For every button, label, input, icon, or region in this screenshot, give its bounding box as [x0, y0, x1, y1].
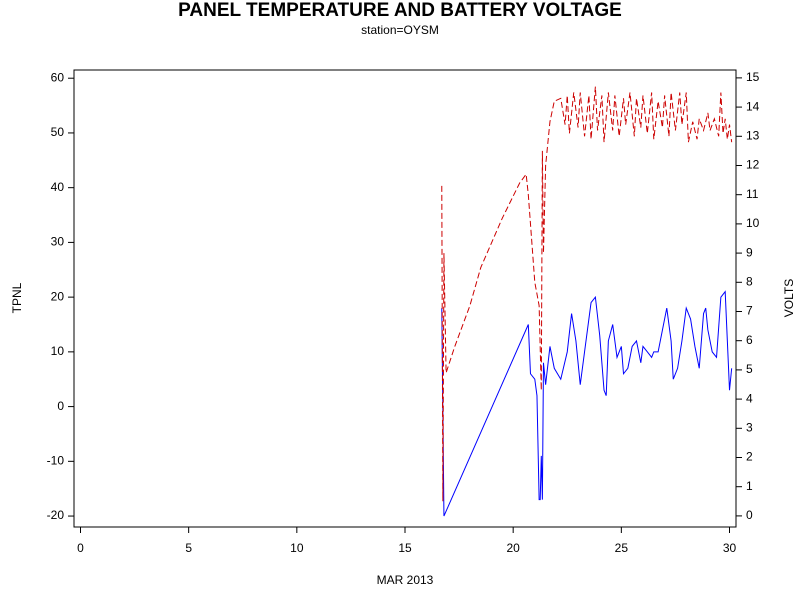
y-tick-label: 60 [51, 70, 65, 84]
y2-tick-label: 14 [746, 99, 760, 113]
y-tick-label: -10 [47, 453, 65, 467]
y2-tick-label: 1 [746, 479, 753, 493]
y-tick-label: 40 [51, 180, 65, 194]
x-tick-label: 25 [615, 541, 629, 555]
y2-tick-label: 6 [746, 333, 753, 347]
y2-tick-label: 3 [746, 420, 753, 434]
y-tick-label: 50 [51, 125, 65, 139]
y2-tick-label: 13 [746, 128, 760, 142]
y-tick-label: -20 [47, 508, 65, 522]
data-line [441, 290, 733, 517]
y2-tick-label: 11 [746, 187, 759, 201]
y2-axis-label: VOLTS [782, 279, 796, 317]
y-tick-label: 30 [51, 235, 65, 249]
y2-tick-label: 4 [746, 391, 753, 405]
y2-tick-label: 2 [746, 450, 753, 464]
chart-subtitle: station=OYSM [361, 23, 439, 37]
x-tick-label: 0 [77, 541, 84, 555]
y2-tick-label: 15 [746, 70, 760, 84]
y-tick-label: 10 [51, 344, 65, 358]
plot-frame [73, 69, 737, 528]
data-line [441, 86, 733, 502]
y2-tick-label: 0 [746, 508, 753, 522]
x-tick-label: 10 [290, 541, 304, 555]
x-tick-label: 15 [398, 541, 412, 555]
x-tick-label: 5 [185, 541, 192, 555]
x-axis-label: MAR 2013 [377, 573, 434, 587]
x-tick-label: 20 [506, 541, 520, 555]
y2-tick-label: 7 [746, 304, 753, 318]
y2-tick-label: 10 [746, 216, 760, 230]
chart-title: PANEL TEMPERATURE AND BATTERY VOLTAGE [178, 0, 622, 21]
y-tick-label: 20 [51, 289, 65, 303]
y2-tick-label: 9 [746, 245, 753, 259]
y-tick-label: 0 [57, 399, 64, 413]
y2-tick-label: 12 [746, 158, 760, 172]
y-axis-label: TPNL [10, 282, 24, 313]
y2-tick-label: 5 [746, 362, 753, 376]
y2-tick-label: 8 [746, 274, 753, 288]
x-tick-label: 30 [723, 541, 737, 555]
